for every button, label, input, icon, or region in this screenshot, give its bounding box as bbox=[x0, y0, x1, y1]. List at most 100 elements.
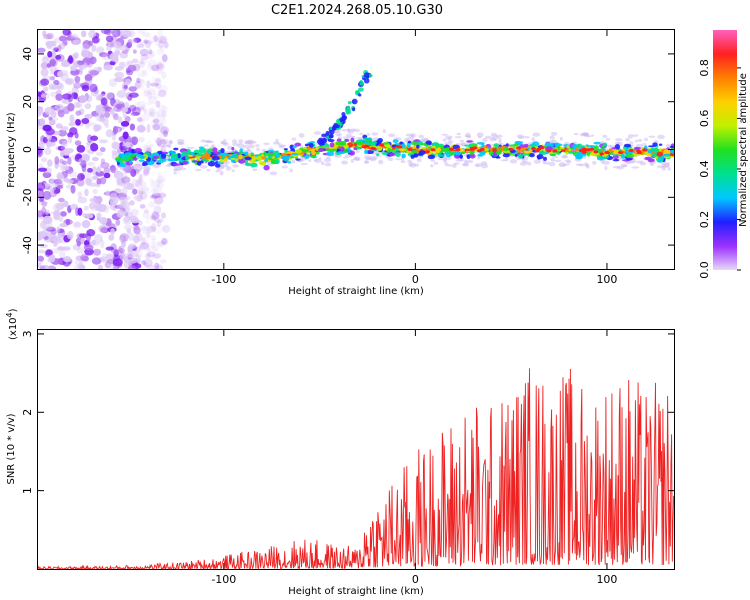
spectrogram-noise-mark bbox=[63, 150, 70, 156]
spectrogram-signal-mark bbox=[395, 152, 401, 157]
spectrogram-speckle bbox=[622, 164, 628, 168]
spectrogram-noise-mark bbox=[116, 209, 125, 218]
spectrogram-speckle bbox=[409, 162, 416, 168]
spectrogram-noise-mark bbox=[152, 64, 158, 70]
spectrogram-speckle bbox=[509, 159, 518, 164]
spectrogram-noise-mark bbox=[50, 248, 60, 254]
spectrogram-noise-mark bbox=[150, 215, 157, 221]
spectrogram-noise-mark bbox=[163, 41, 169, 49]
spectrogram-speckle bbox=[232, 164, 239, 168]
spectrogram-signal-mark bbox=[251, 159, 256, 164]
spectrogram-speckle bbox=[341, 160, 348, 165]
spectrogram-noise-mark bbox=[135, 180, 143, 188]
spectrogram-noise-mark bbox=[42, 30, 47, 37]
spectrogram-signal-mark bbox=[289, 144, 295, 150]
spectrogram-signal-mark bbox=[115, 157, 122, 161]
spectrogram-signal-mark bbox=[318, 147, 324, 153]
spectrogram-signal-mark bbox=[177, 152, 181, 159]
spectrogram-noise-mark bbox=[130, 218, 140, 224]
spectrogram-noise-mark bbox=[38, 124, 44, 130]
spectrogram-signal-mark bbox=[357, 139, 365, 142]
spectrogram-noise-mark bbox=[136, 125, 146, 133]
spectrogram-signal-mark bbox=[652, 142, 658, 147]
spectrogram-noise-mark bbox=[143, 208, 149, 214]
spectrogram-speckle bbox=[477, 135, 482, 139]
spectrogram-noise-mark bbox=[117, 116, 123, 124]
spectrogram-signal-mark bbox=[550, 142, 554, 148]
spectrogram-signal-mark bbox=[658, 143, 663, 146]
spectrogram-spur-mark bbox=[329, 126, 333, 131]
spectrogram-speckle bbox=[225, 166, 232, 171]
spectrogram-noise-mark bbox=[111, 30, 121, 38]
snr-xtick-label: -100 bbox=[211, 573, 236, 586]
spectrogram-signal-mark bbox=[647, 145, 656, 148]
chart-title: C2E1.2024.268.05.10.G30 bbox=[271, 3, 443, 18]
spectrogram-noise-mark bbox=[91, 44, 97, 53]
spectrogram-noise-mark bbox=[120, 200, 126, 206]
spectrogram-signal-mark bbox=[181, 150, 190, 157]
spectrogram-noise-mark bbox=[120, 106, 127, 114]
spectrogram-signal-mark bbox=[138, 159, 145, 162]
spectrogram-noise-mark bbox=[85, 144, 91, 153]
spectrogram-speckle bbox=[665, 143, 671, 148]
spectrogram-speckle bbox=[482, 137, 488, 143]
spectrogram-noise-mark bbox=[142, 90, 150, 98]
spectrogram-noise-mark bbox=[154, 79, 163, 85]
spectrogram-signal-mark bbox=[469, 143, 478, 147]
spectrogram-speckle bbox=[548, 140, 555, 144]
spectrogram-signal-mark bbox=[565, 149, 569, 153]
spectrogram-speckle bbox=[533, 159, 541, 164]
spectrogram-signal-mark bbox=[416, 144, 420, 149]
spectrogram-noise-mark bbox=[54, 156, 60, 165]
spectrogram-noise-mark bbox=[48, 83, 54, 90]
spectrogram-noise-mark bbox=[86, 167, 93, 173]
spectrogram-speckle bbox=[497, 142, 504, 146]
spectrogram-noise-mark bbox=[146, 247, 151, 257]
spectrogram-speckle bbox=[411, 133, 416, 138]
spectrogram-signal-mark bbox=[353, 143, 357, 147]
spectrogram-noise-mark bbox=[148, 107, 157, 115]
spectrogram-peak-mark bbox=[455, 148, 461, 152]
spectrogram-noise-mark bbox=[43, 225, 53, 231]
spectrogram-noise-mark bbox=[38, 167, 48, 172]
spectrogram-signal-mark bbox=[377, 145, 383, 151]
spectrogram-noise-mark bbox=[45, 249, 53, 256]
spectrogram-signal-mark bbox=[212, 147, 218, 153]
spectrogram-speckle bbox=[354, 157, 361, 162]
spectrogram-noise-mark bbox=[61, 93, 72, 100]
spectrogram-signal-mark bbox=[261, 156, 267, 159]
spectrogram-peak-mark bbox=[476, 149, 482, 153]
spectrogram-signal-mark bbox=[211, 155, 220, 161]
spectrogram-noise-mark bbox=[157, 139, 167, 148]
spectrogram-signal-mark bbox=[545, 146, 553, 151]
spectrogram-noise-mark bbox=[55, 93, 63, 102]
spectrogram-signal-mark bbox=[625, 157, 633, 161]
spectrogram-noise-mark bbox=[136, 70, 145, 78]
spectrogram-speckle bbox=[498, 138, 502, 143]
spectrogram-xtick-label: -100 bbox=[211, 273, 236, 286]
spectrogram-noise-mark bbox=[158, 136, 165, 144]
spectrogram-speckle bbox=[558, 162, 566, 167]
spectrogram-speckle bbox=[407, 136, 412, 139]
spectrogram-noise-mark bbox=[157, 69, 163, 75]
spectrogram-noise-mark bbox=[139, 48, 149, 57]
spectrogram-noise-mark bbox=[139, 39, 147, 47]
spectrogram-noise-mark bbox=[55, 54, 62, 60]
snr-series-line bbox=[37, 368, 675, 571]
spectrogram-noise-mark bbox=[136, 178, 141, 185]
spectrogram-speckle bbox=[581, 132, 589, 136]
spectrogram-signal-mark bbox=[283, 148, 288, 151]
spectrogram-speckle bbox=[378, 159, 384, 165]
spectrogram-noise-mark bbox=[83, 205, 89, 211]
spectrogram-spur-mark bbox=[332, 124, 336, 131]
spectrogram-speckle bbox=[474, 163, 483, 168]
spectrogram-noise-mark bbox=[149, 112, 155, 118]
spectrogram-noise-mark bbox=[61, 246, 71, 251]
spectrogram-noise-mark bbox=[74, 140, 82, 146]
spectrogram-peak-mark bbox=[581, 150, 587, 154]
spectrogram-noise-mark bbox=[51, 111, 57, 118]
spectrogram-noise-mark bbox=[159, 44, 165, 51]
spectrogram-noise-mark bbox=[128, 86, 137, 92]
spectrogram-noise-mark bbox=[143, 89, 149, 97]
